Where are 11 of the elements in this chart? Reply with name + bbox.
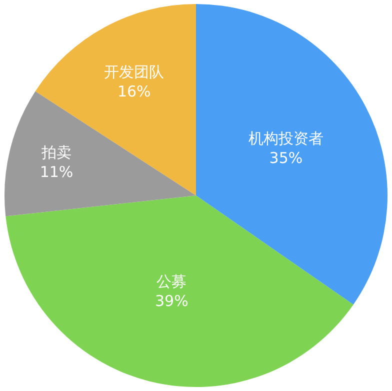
data-label: 35% bbox=[269, 149, 303, 168]
pie-slice bbox=[196, 4, 388, 305]
slice-label: 机构投资者 bbox=[248, 130, 324, 148]
data-label: 39% bbox=[154, 292, 188, 310]
pie-slice bbox=[35, 4, 196, 196]
pie-slice bbox=[6, 196, 354, 387]
slice-label: 开发团队 bbox=[104, 62, 164, 81]
slice-label: 拍卖 bbox=[40, 144, 72, 162]
data-label: 16% bbox=[117, 82, 151, 100]
data-label: 11% bbox=[40, 163, 74, 182]
slice-label: 公募 bbox=[156, 272, 187, 291]
